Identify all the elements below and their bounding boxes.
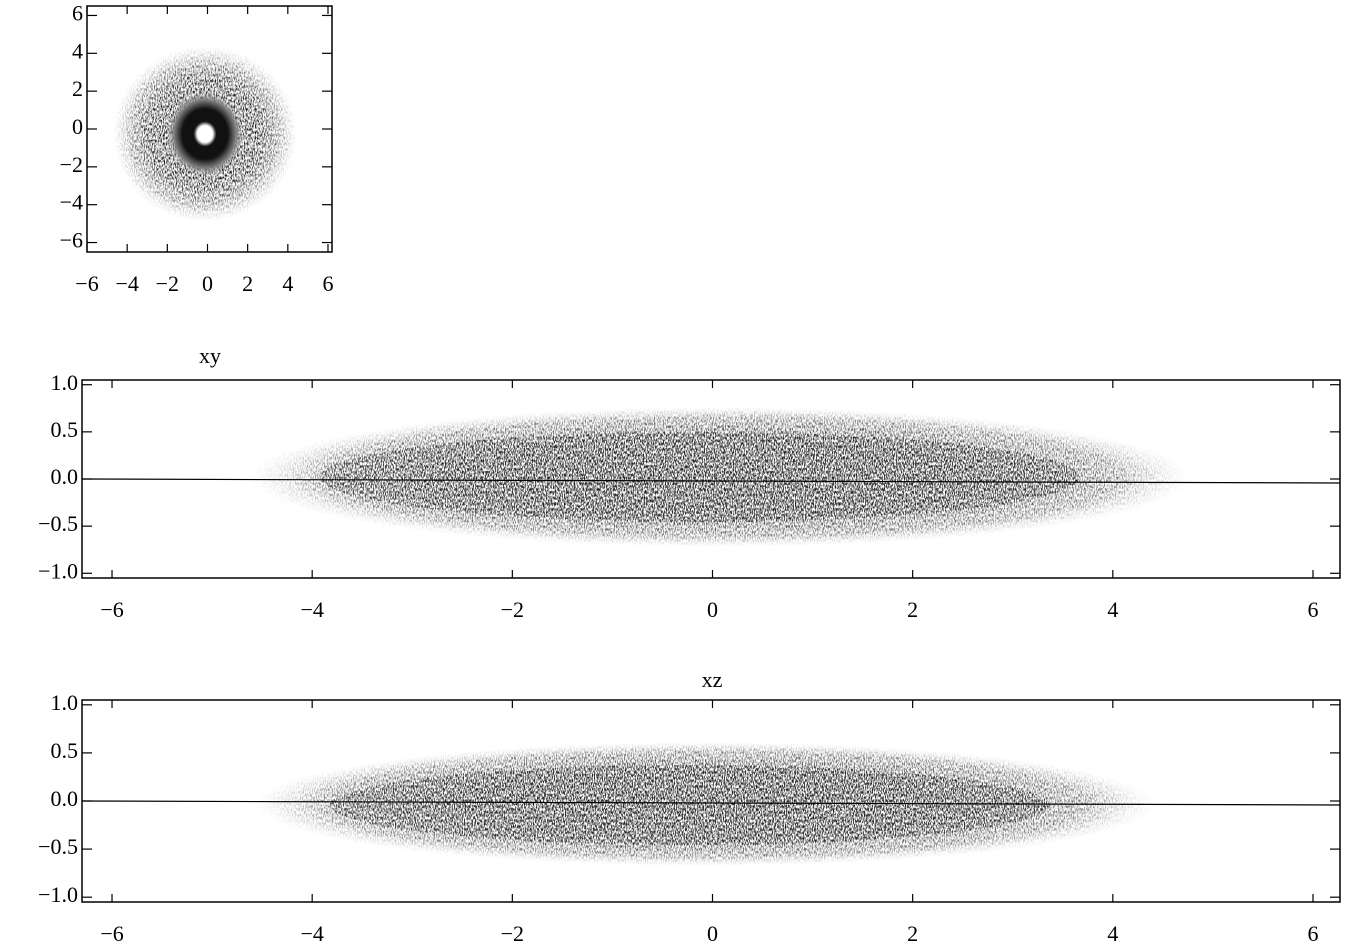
x-tick-label: 0 <box>707 597 718 622</box>
y-tick-label: −0.5 <box>38 511 78 536</box>
x-tick-label: −4 <box>115 271 138 296</box>
y-tick-label: −6 <box>60 228 83 253</box>
y-tick-label: 0.5 <box>51 738 79 763</box>
y-tick-label: 4 <box>72 38 83 63</box>
x-tick-label: 0 <box>707 921 718 946</box>
density-image <box>320 432 1080 522</box>
x-tick-label: 2 <box>242 271 253 296</box>
x-tick-label: −6 <box>100 921 123 946</box>
x-tick-label: 4 <box>1107 921 1118 946</box>
density-core <box>167 92 243 176</box>
zero-line <box>81 800 1341 806</box>
y-tick-label: 0.5 <box>51 417 79 442</box>
x-tick-label: 6 <box>322 271 333 296</box>
y-tick-label: −4 <box>60 190 83 215</box>
y-tick-label: −0.5 <box>38 834 78 859</box>
x-tick-label: 6 <box>1307 921 1318 946</box>
y-tick-label: −2 <box>60 152 83 177</box>
y-tick-label: 0.0 <box>51 464 79 489</box>
y-tick-label: 0 <box>72 114 83 139</box>
y-tick-label: 1.0 <box>51 370 79 395</box>
plot-title: xz <box>702 667 723 692</box>
x-tick-label: 6 <box>1307 597 1318 622</box>
x-tick-label: 4 <box>1107 597 1118 622</box>
x-tick-label: −2 <box>501 597 524 622</box>
x-tick-label: −4 <box>300 921 323 946</box>
y-tick-label: 0.0 <box>51 786 79 811</box>
y-tick-label: 6 <box>72 1 83 26</box>
density-blobs <box>113 46 1190 866</box>
x-tick-label: −6 <box>100 597 123 622</box>
x-tick-label: −4 <box>300 597 323 622</box>
x-tick-label: −2 <box>156 271 179 296</box>
y-tick-label: 1.0 <box>51 690 79 715</box>
y-tick-label: 2 <box>72 76 83 101</box>
x-tick-label: 4 <box>282 271 293 296</box>
x-tick-label: −6 <box>75 271 98 296</box>
density-image <box>330 765 1050 845</box>
plot-title: xy <box>199 343 221 368</box>
x-tick-label: 0 <box>202 271 213 296</box>
x-tick-label: 2 <box>907 921 918 946</box>
zero-line <box>81 478 1341 484</box>
x-tick-label: −2 <box>501 921 524 946</box>
x-tick-label: 2 <box>907 597 918 622</box>
y-tick-label: −1.0 <box>38 558 78 583</box>
y-tick-label: −1.0 <box>38 882 78 907</box>
